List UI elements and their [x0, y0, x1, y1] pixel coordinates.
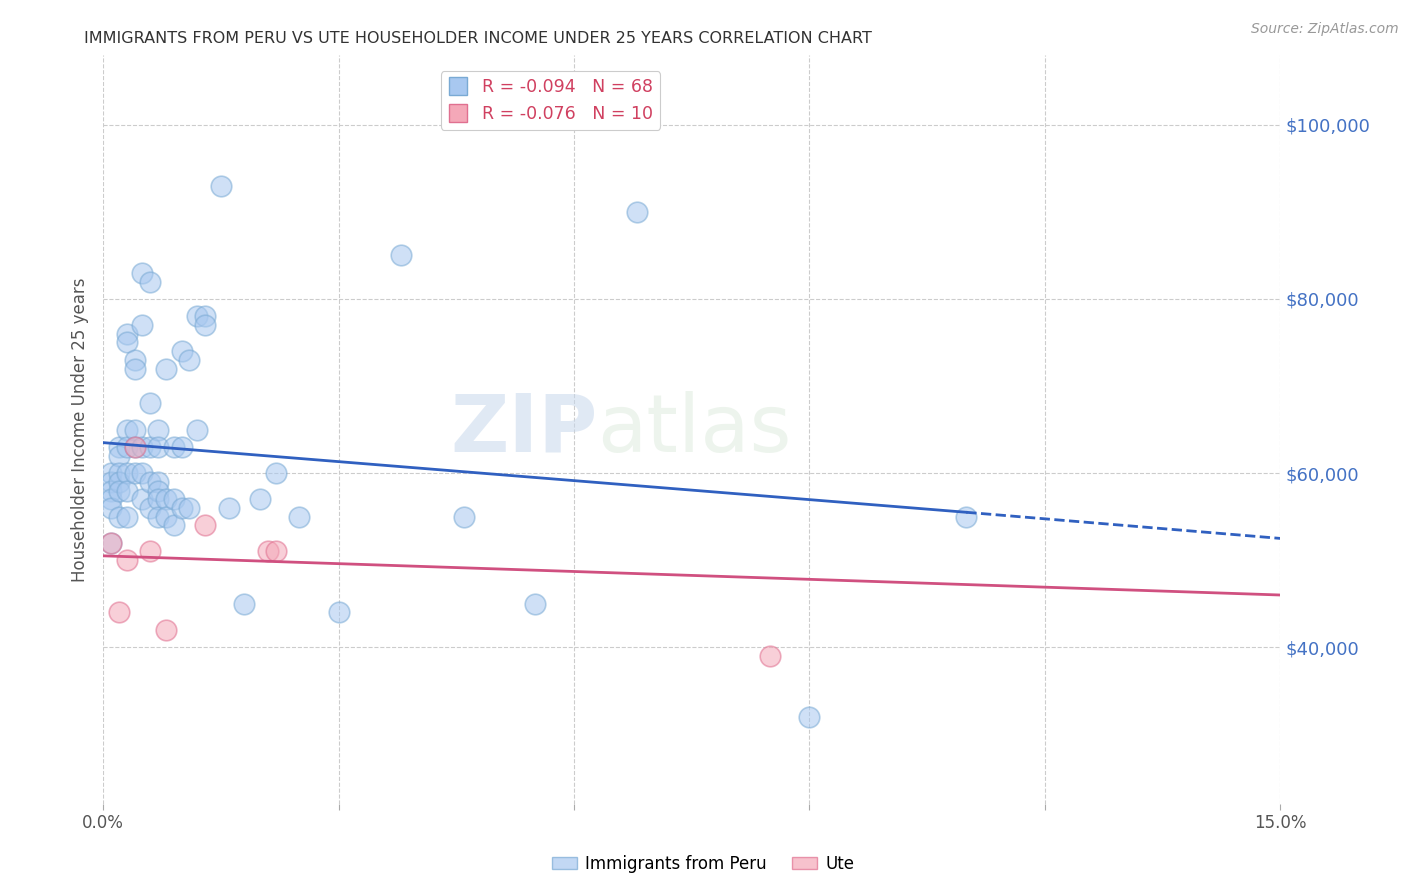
Immigrants from Peru — [155, 509, 177, 524]
Immigrants from Peru — [163, 440, 186, 454]
Immigrants from Peru — [146, 423, 169, 437]
Immigrants from Peru — [155, 361, 177, 376]
Immigrants from Peru — [124, 423, 146, 437]
Immigrants from Peru — [115, 423, 138, 437]
Immigrants from Peru — [100, 483, 122, 498]
Immigrants from Peru — [170, 440, 193, 454]
Immigrants from Peru — [108, 509, 131, 524]
Ute — [155, 623, 177, 637]
Ute — [257, 544, 280, 558]
Ute — [194, 518, 217, 533]
Immigrants from Peru — [131, 466, 153, 480]
Immigrants from Peru — [626, 205, 648, 219]
Immigrants from Peru — [131, 318, 153, 332]
Immigrants from Peru — [523, 597, 546, 611]
Immigrants from Peru — [209, 178, 232, 193]
Immigrants from Peru — [186, 423, 208, 437]
Immigrants from Peru — [179, 352, 201, 367]
Immigrants from Peru — [131, 492, 153, 507]
Immigrants from Peru — [139, 475, 162, 489]
Immigrants from Peru — [155, 492, 177, 507]
Immigrants from Peru — [100, 475, 122, 489]
Immigrants from Peru — [100, 466, 122, 480]
Immigrants from Peru — [233, 597, 256, 611]
Legend: Immigrants from Peru, Ute: Immigrants from Peru, Ute — [546, 848, 860, 880]
Immigrants from Peru — [115, 466, 138, 480]
Immigrants from Peru — [146, 509, 169, 524]
Immigrants from Peru — [170, 344, 193, 359]
Ute — [759, 648, 782, 663]
Text: IMMIGRANTS FROM PERU VS UTE HOUSEHOLDER INCOME UNDER 25 YEARS CORRELATION CHART: IMMIGRANTS FROM PERU VS UTE HOUSEHOLDER … — [84, 31, 872, 46]
Immigrants from Peru — [100, 492, 122, 507]
Immigrants from Peru — [108, 475, 131, 489]
Immigrants from Peru — [124, 361, 146, 376]
Ute — [115, 553, 138, 567]
Immigrants from Peru — [163, 492, 186, 507]
Immigrants from Peru — [146, 492, 169, 507]
Immigrants from Peru — [264, 466, 287, 480]
Immigrants from Peru — [179, 500, 201, 515]
Text: ZIP: ZIP — [450, 391, 598, 468]
Immigrants from Peru — [115, 335, 138, 350]
Immigrants from Peru — [146, 440, 169, 454]
Immigrants from Peru — [139, 275, 162, 289]
Text: Source: ZipAtlas.com: Source: ZipAtlas.com — [1251, 22, 1399, 37]
Immigrants from Peru — [124, 352, 146, 367]
Ute — [124, 440, 146, 454]
Immigrants from Peru — [218, 500, 240, 515]
Ute — [264, 544, 287, 558]
Immigrants from Peru — [328, 606, 350, 620]
Ute — [100, 535, 122, 549]
Immigrants from Peru — [115, 509, 138, 524]
Immigrants from Peru — [288, 509, 311, 524]
Immigrants from Peru — [389, 248, 412, 262]
Text: atlas: atlas — [598, 391, 792, 468]
Immigrants from Peru — [124, 440, 146, 454]
Immigrants from Peru — [100, 535, 122, 549]
Immigrants from Peru — [108, 466, 131, 480]
Immigrants from Peru — [799, 710, 821, 724]
Legend: R = -0.094   N = 68, R = -0.076   N = 10: R = -0.094 N = 68, R = -0.076 N = 10 — [440, 71, 661, 130]
Immigrants from Peru — [131, 266, 153, 280]
Immigrants from Peru — [163, 518, 186, 533]
Immigrants from Peru — [955, 509, 977, 524]
Immigrants from Peru — [100, 500, 122, 515]
Immigrants from Peru — [115, 326, 138, 341]
Immigrants from Peru — [194, 318, 217, 332]
Immigrants from Peru — [186, 310, 208, 324]
Ute — [108, 606, 131, 620]
Immigrants from Peru — [194, 310, 217, 324]
Immigrants from Peru — [146, 483, 169, 498]
Immigrants from Peru — [139, 500, 162, 515]
Immigrants from Peru — [108, 483, 131, 498]
Ute — [139, 544, 162, 558]
Immigrants from Peru — [249, 492, 271, 507]
Immigrants from Peru — [131, 440, 153, 454]
Immigrants from Peru — [139, 440, 162, 454]
Y-axis label: Householder Income Under 25 years: Householder Income Under 25 years — [72, 277, 89, 582]
Immigrants from Peru — [170, 500, 193, 515]
Immigrants from Peru — [108, 449, 131, 463]
Immigrants from Peru — [115, 483, 138, 498]
Immigrants from Peru — [124, 466, 146, 480]
Immigrants from Peru — [453, 509, 475, 524]
Immigrants from Peru — [108, 440, 131, 454]
Immigrants from Peru — [115, 440, 138, 454]
Immigrants from Peru — [139, 396, 162, 410]
Immigrants from Peru — [146, 475, 169, 489]
